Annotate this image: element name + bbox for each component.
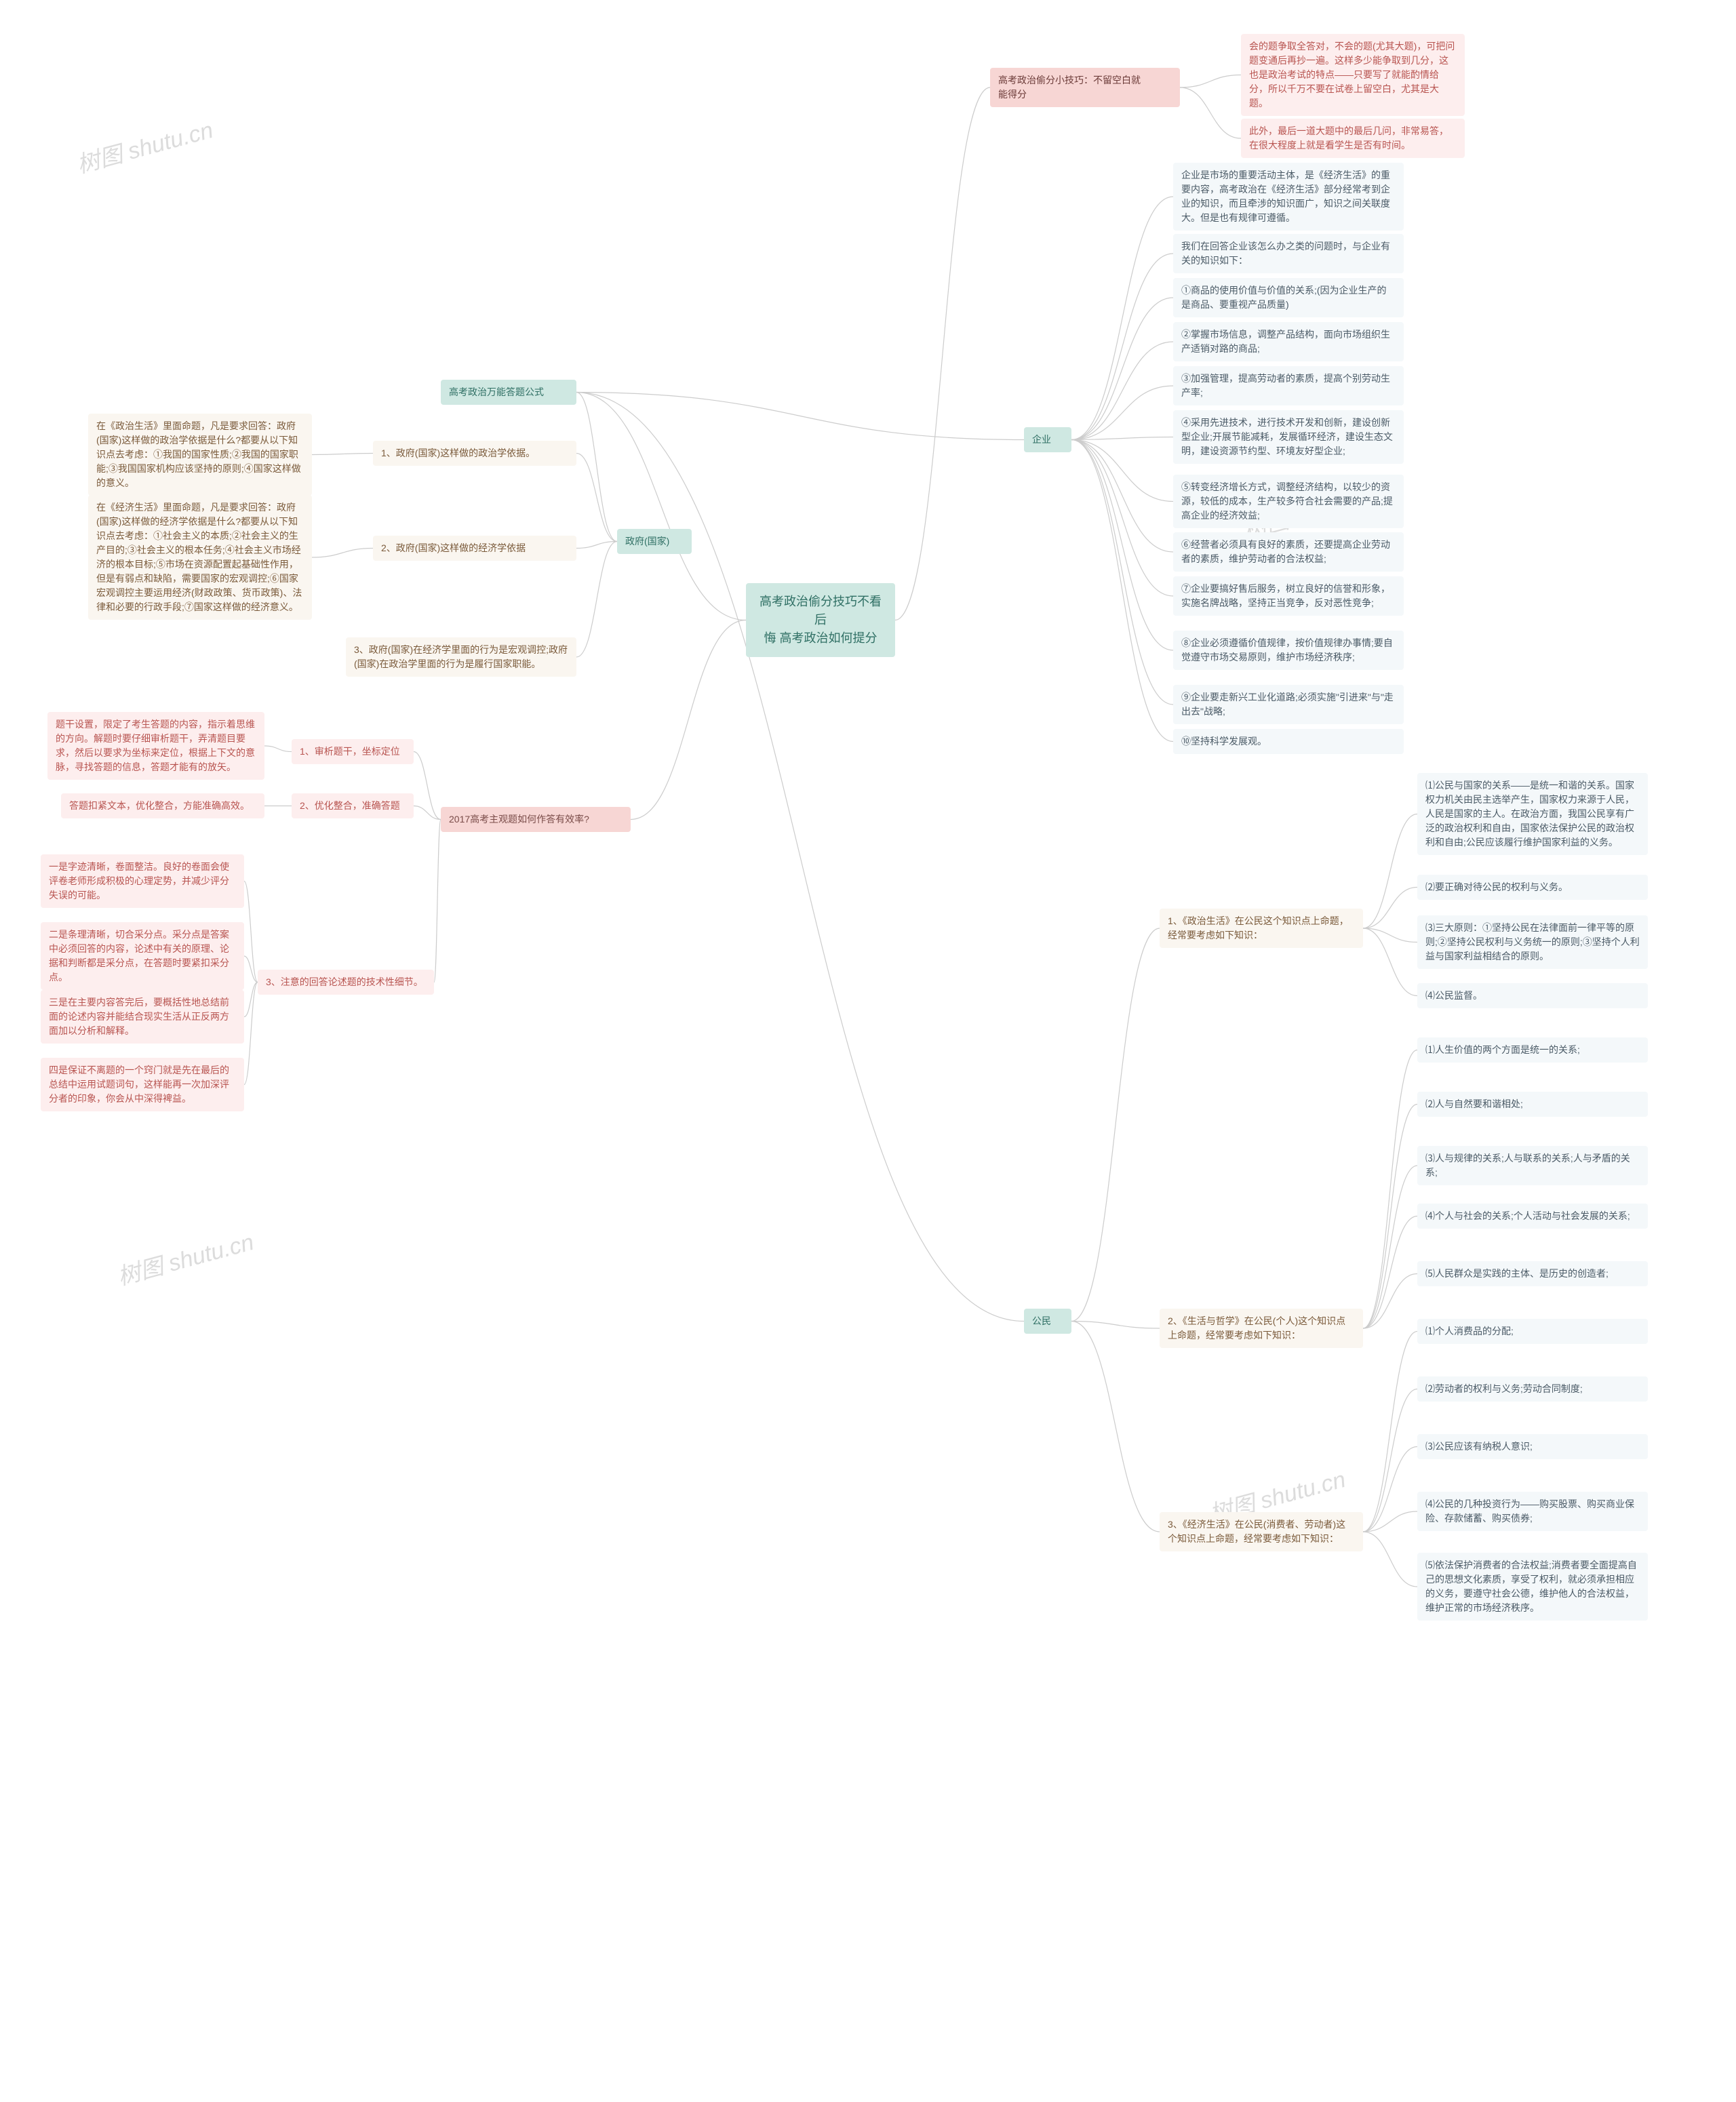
watermark: 树图 shutu.cn [73,111,216,180]
mindmap-node: ⑷公民的几种投资行为——购买股票、购买商业保险、存款储蓄、购买债券; [1417,1492,1648,1531]
mindmap-node: ⑨企业要走新兴工业化道路;必须实施"引进来"与"走出去"战略; [1173,685,1404,724]
mindmap-node: ⑴公民与国家的关系——是统一和谐的关系。国家权力机关由民主选举产生，国家权力来源… [1417,773,1648,855]
mindmap-node: 三是在主要内容答完后，要概括性地总结前面的论述内容并能结合现实生活从正反两方面加… [41,990,244,1044]
mindmap-node: 3、政府(国家)在经济学里面的行为是宏观调控;政府(国家)在政治学里面的行为是履… [346,637,576,677]
mindmap-node: 企业是市场的重要活动主体，是《经济生活》的重要内容，高考政治在《经济生活》部分经… [1173,163,1404,231]
mindmap-node: 2、《生活与哲学》在公民(个人)这个知识点上命题，经常要考虑如下知识： [1160,1309,1363,1348]
mindmap-node: 高考政治偷分小技巧：不留空白就 能得分 [990,68,1180,107]
mindmap-node: 在《经济生活》里面命题，凡是要求回答：政府(国家)这样做的经济学依据是什么?都要… [88,495,312,620]
mindmap-node: 企业 [1024,427,1071,452]
mindmap-node: 题干设置，限定了考生答题的内容，指示着思维的方向。解题时要仔细审析题干，弄清题目… [47,712,264,780]
mindmap-node: 2、优化整合，准确答题 [292,793,414,818]
mindmap-node: ⑤转变经济增长方式，调整经济结构，以较少的资源，较低的成本，生产较多符合社会需要… [1173,475,1404,528]
mindmap-node: 2017高考主观题如何作答有效率? [441,807,631,832]
mindmap-node: 答题扣紧文本，优化整合，方能准确高效。 [61,793,264,818]
mindmap-node: ①商品的使用价值与价值的关系;(因为企业生产的是商品、要重视产品质量) [1173,278,1404,317]
root-node: 高考政治偷分技巧不看后 悔 高考政治如何提分 [746,583,895,657]
mindmap-node: 1、审析题干，坐标定位 [292,739,414,764]
mindmap-node: ②掌握市场信息，调整产品结构，面向市场组织生产适销对路的商品; [1173,322,1404,361]
mindmap-node: ⑵劳动者的权利与义务;劳动合同制度; [1417,1376,1648,1402]
mindmap-node: ⑧企业必须遵循价值规律，按价值规律办事情;要自觉遵守市场交易原则，维护市场经济秩… [1173,631,1404,670]
mindmap-node: 在《政治生活》里面命题，凡是要求回答：政府(国家)这样做的政治学依据是什么?都要… [88,414,312,496]
mindmap-node: 1、《政治生活》在公民这个知识点上命题，经常要考虑如下知识： [1160,909,1363,948]
mindmap-node: 二是条理清晰，切合采分点。采分点是答案中必须回答的内容，论述中有关的原理、论据和… [41,922,244,990]
mindmap-node: ⑴个人消费品的分配; [1417,1319,1648,1344]
mindmap-node: ⑵要正确对待公民的权利与义务。 [1417,875,1648,900]
mindmap-node: ⑸人民群众是实践的主体、是历史的创造者; [1417,1261,1648,1286]
mindmap-node: 高考政治万能答题公式 [441,380,576,405]
mindmap-node: ④采用先进技术，进行技术开发和创新，建设创新型企业;开展节能减耗，发展循环经济，… [1173,410,1404,464]
mindmap-node: ⑶三大原则：①坚持公民在法律面前一律平等的原则;②坚持公民权利与义务统一的原则;… [1417,915,1648,969]
mindmap-node: ⑦企业要搞好售后服务，树立良好的信誉和形象，实施名牌战略，坚持正当竞争，反对恶性… [1173,576,1404,616]
mindmap-node: 会的题争取全答对，不会的题(尤其大题)，可把问题变通后再抄一遍。这样多少能争取到… [1241,34,1465,116]
mindmap-node: 3、注意的回答论述题的技术性细节。 [258,970,434,995]
mindmap-node: 此外，最后一道大题中的最后几问，非常易答，在很大程度上就是看学生是否有时间。 [1241,119,1465,158]
mindmap-node: ⑸依法保护消费者的合法权益;消费者要全面提高自己的思想文化素质，享受了权利，就必… [1417,1553,1648,1621]
mindmap-node: 政府(国家) [617,529,692,554]
mindmap-node: 1、政府(国家)这样做的政治学依据。 [373,441,576,466]
mindmap-node: ⑶公民应该有纳税人意识; [1417,1434,1648,1459]
mindmap-node: ⑥经营者必须具有良好的素质，还要提高企业劳动者的素质，维护劳动者的合法权益; [1173,532,1404,572]
watermark: 树图 shutu.cn [113,1223,257,1292]
mindmap-node: ⑷公民监督。 [1417,983,1648,1008]
mindmap-node: ⑩坚持科学发展观。 [1173,729,1404,754]
mindmap-canvas: 高考政治偷分技巧不看后 悔 高考政治如何提分树图 shutu.cn树图 shut… [20,20,1716,2082]
mindmap-node: ⑴人生价值的两个方面是统一的关系; [1417,1037,1648,1063]
mindmap-node: 公民 [1024,1309,1071,1334]
mindmap-node: 四是保证不离题的一个窍门就是先在最后的总结中运用试题词句，这样能再一次加深评分者… [41,1058,244,1111]
mindmap-node: ⑷个人与社会的关系;个人活动与社会发展的关系; [1417,1204,1648,1229]
mindmap-node: ⑶人与规律的关系;人与联系的关系;人与矛盾的关系; [1417,1146,1648,1185]
mindmap-node: ⑵人与自然要和谐相处; [1417,1092,1648,1117]
mindmap-node: ③加强管理，提高劳动者的素质，提高个别劳动生产率; [1173,366,1404,405]
mindmap-node: 2、政府(国家)这样做的经济学依据 [373,536,576,561]
mindmap-node: 一是字迹清晰，卷面整洁。良好的卷面会使评卷老师形成积极的心理定势，并减少评分失误… [41,854,244,908]
mindmap-node: 3、《经济生活》在公民(消费者、劳动者)这个知识点上命题，经常要考虑如下知识： [1160,1512,1363,1551]
mindmap-node: 我们在回答企业该怎么办之类的问题时，与企业有关的知识如下： [1173,234,1404,273]
